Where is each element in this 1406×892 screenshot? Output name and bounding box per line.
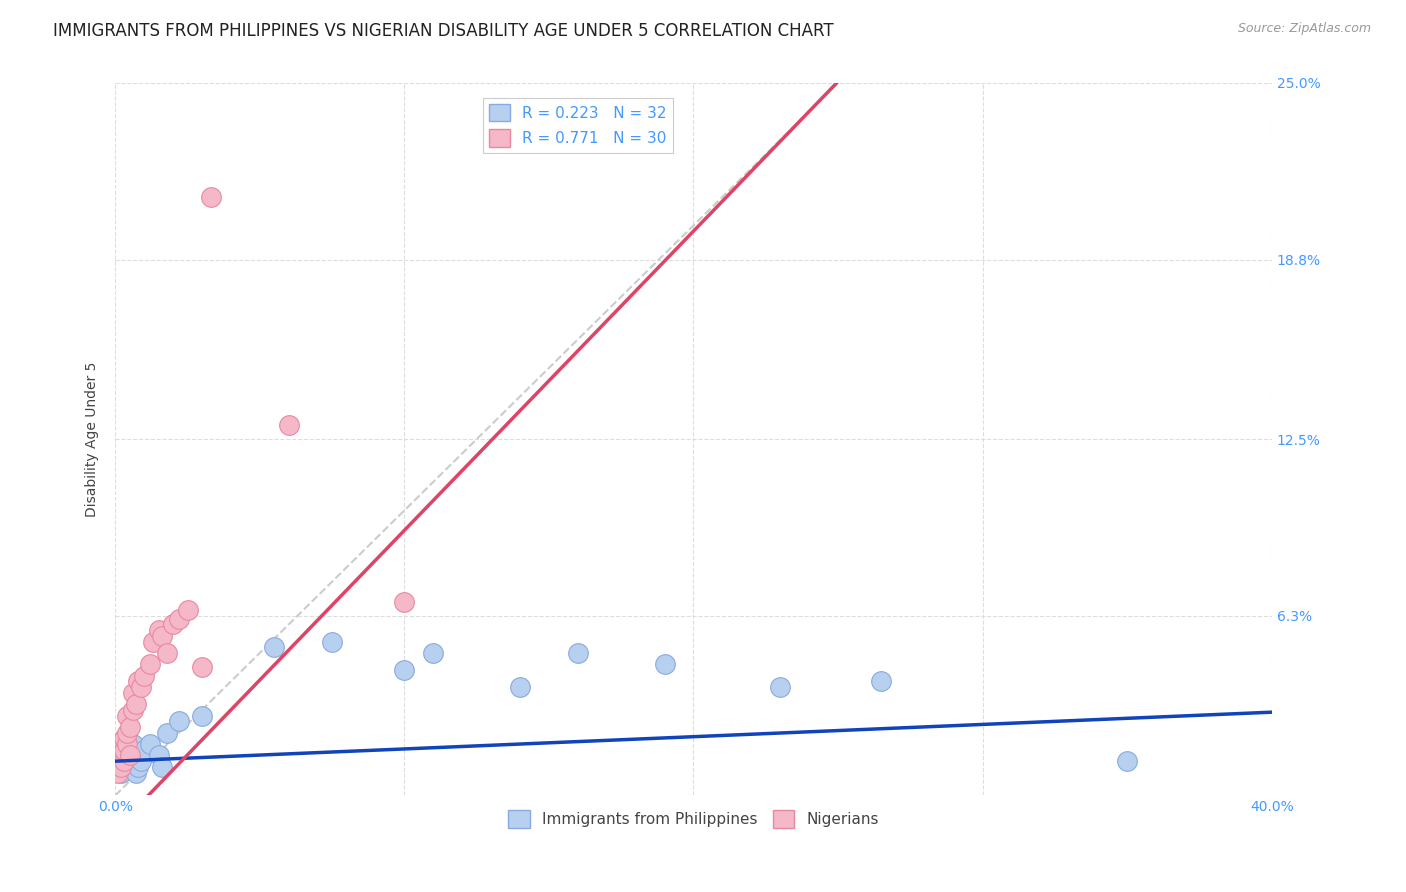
Point xyxy=(112,754,135,768)
Point xyxy=(121,703,143,717)
Point xyxy=(769,680,792,694)
Point xyxy=(112,760,135,774)
Point xyxy=(127,674,149,689)
Point xyxy=(115,725,138,739)
Point xyxy=(129,680,152,694)
Point xyxy=(118,720,141,734)
Point xyxy=(112,731,135,746)
Point xyxy=(124,748,146,763)
Point xyxy=(110,748,132,763)
Point xyxy=(870,674,893,689)
Point xyxy=(134,669,156,683)
Point xyxy=(112,743,135,757)
Y-axis label: Disability Age Under 5: Disability Age Under 5 xyxy=(86,361,100,516)
Point xyxy=(394,594,416,608)
Point xyxy=(115,754,138,768)
Text: Source: ZipAtlas.com: Source: ZipAtlas.com xyxy=(1237,22,1371,36)
Point xyxy=(200,190,222,204)
Point xyxy=(176,603,198,617)
Point xyxy=(148,623,170,637)
Point xyxy=(115,708,138,723)
Point xyxy=(118,760,141,774)
Point xyxy=(191,708,214,723)
Point xyxy=(654,657,676,672)
Point xyxy=(509,680,531,694)
Point xyxy=(142,634,165,648)
Point xyxy=(121,754,143,768)
Point xyxy=(124,765,146,780)
Point xyxy=(110,760,132,774)
Point xyxy=(150,760,173,774)
Point xyxy=(422,646,444,660)
Legend: Immigrants from Philippines, Nigerians: Immigrants from Philippines, Nigerians xyxy=(502,805,884,834)
Point xyxy=(139,737,162,751)
Point xyxy=(129,754,152,768)
Point xyxy=(112,737,135,751)
Point xyxy=(277,417,299,432)
Point xyxy=(107,754,129,768)
Point xyxy=(121,737,143,751)
Point xyxy=(127,760,149,774)
Point xyxy=(156,725,179,739)
Point xyxy=(121,686,143,700)
Point xyxy=(191,660,214,674)
Point xyxy=(118,748,141,763)
Point xyxy=(156,646,179,660)
Point xyxy=(124,697,146,711)
Point xyxy=(107,765,129,780)
Point xyxy=(162,617,184,632)
Point xyxy=(321,634,343,648)
Point xyxy=(148,748,170,763)
Point xyxy=(139,657,162,672)
Point xyxy=(134,743,156,757)
Point xyxy=(115,737,138,751)
Point xyxy=(263,640,285,655)
Point xyxy=(167,714,190,729)
Point xyxy=(118,748,141,763)
Point xyxy=(394,663,416,677)
Text: IMMIGRANTS FROM PHILIPPINES VS NIGERIAN DISABILITY AGE UNDER 5 CORRELATION CHART: IMMIGRANTS FROM PHILIPPINES VS NIGERIAN … xyxy=(53,22,834,40)
Point xyxy=(110,746,132,760)
Point xyxy=(1116,754,1139,768)
Point xyxy=(567,646,589,660)
Point xyxy=(110,737,132,751)
Point xyxy=(115,743,138,757)
Point xyxy=(110,765,132,780)
Point xyxy=(167,612,190,626)
Point xyxy=(107,754,129,768)
Point xyxy=(150,629,173,643)
